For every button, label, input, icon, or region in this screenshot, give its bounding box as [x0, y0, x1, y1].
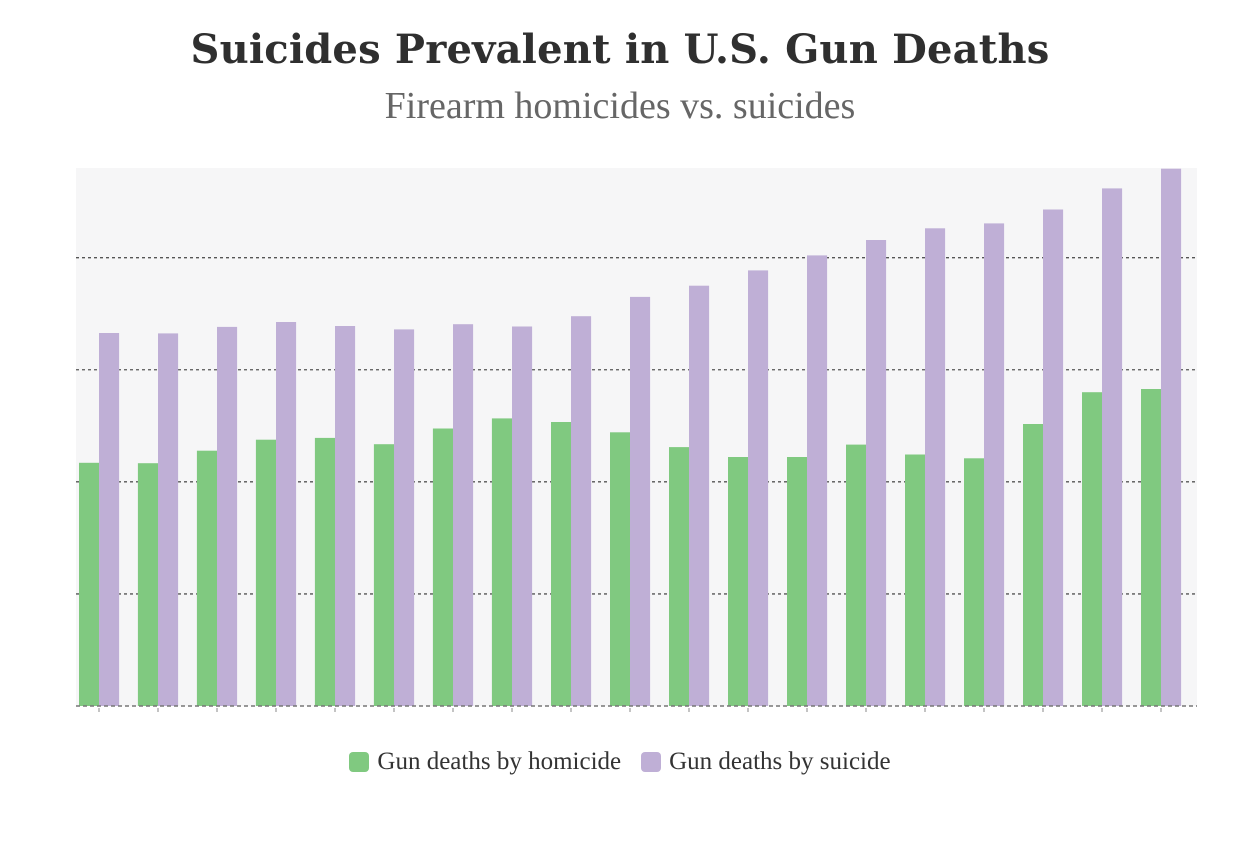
chart-subtitle: Firearm homicides vs. suicides — [384, 85, 856, 127]
bar-suicide-1[interactable] — [158, 333, 179, 706]
bar-suicide-4[interactable] — [335, 326, 356, 706]
legend-swatch-suicide — [641, 752, 662, 772]
legend-item-suicide[interactable]: Gun deaths by suicide — [641, 748, 891, 776]
bar-suicide-16[interactable] — [1043, 209, 1064, 707]
bar-suicide-13[interactable] — [866, 240, 887, 706]
legend-label-homicide: Gun deaths by homicide — [377, 748, 622, 775]
bar-suicide-6[interactable] — [453, 324, 474, 706]
bar-homicide-11[interactable] — [728, 457, 749, 706]
bar-homicide-13[interactable] — [846, 444, 867, 706]
legend-label-suicide: Gun deaths by suicide — [669, 748, 891, 775]
bar-suicide-18[interactable] — [1161, 168, 1182, 706]
bar-homicide-14[interactable] — [905, 454, 926, 707]
chart-title: Suicides Prevalent in U.S. Gun Deaths — [190, 26, 1050, 73]
bar-suicide-3[interactable] — [276, 322, 297, 706]
bar-homicide-4[interactable] — [314, 437, 335, 706]
bar-suicide-10[interactable] — [689, 285, 710, 706]
bar-suicide-5[interactable] — [394, 329, 415, 706]
x-axis-ticks — [98, 708, 1162, 712]
bar-homicide-17[interactable] — [1082, 392, 1103, 706]
bar-homicide-7[interactable] — [491, 418, 512, 706]
bar-homicide-0[interactable] — [79, 462, 100, 706]
bar-suicide-15[interactable] — [984, 223, 1005, 706]
bar-suicide-2[interactable] — [217, 326, 238, 706]
bar-suicide-14[interactable] — [925, 228, 946, 707]
bar-suicide-7[interactable] — [512, 326, 533, 707]
bar-homicide-6[interactable] — [432, 428, 453, 707]
bar-homicide-18[interactable] — [1141, 389, 1162, 706]
bar-homicide-9[interactable] — [610, 432, 631, 706]
bar-homicide-3[interactable] — [255, 439, 276, 706]
bar-homicide-16[interactable] — [1023, 424, 1044, 706]
bar-suicide-17[interactable] — [1102, 188, 1123, 706]
bar-suicide-0[interactable] — [99, 333, 120, 706]
bar-homicide-2[interactable] — [196, 450, 217, 706]
bar-homicide-1[interactable] — [137, 463, 158, 706]
bar-suicide-11[interactable] — [748, 270, 769, 706]
legend: Gun deaths by homicide Gun deaths by sui… — [0, 748, 1240, 776]
bar-suicide-8[interactable] — [571, 316, 592, 706]
bar-suicide-9[interactable] — [630, 296, 651, 706]
bar-homicide-15[interactable] — [964, 458, 985, 706]
bars — [79, 168, 1182, 707]
bar-suicide-12[interactable] — [807, 255, 828, 706]
bar-homicide-8[interactable] — [551, 422, 572, 706]
bar-homicide-12[interactable] — [787, 457, 808, 706]
legend-swatch-homicide — [349, 752, 370, 772]
legend-item-homicide[interactable]: Gun deaths by homicide — [349, 748, 621, 776]
bar-homicide-5[interactable] — [373, 444, 394, 706]
bar-homicide-10[interactable] — [669, 447, 690, 706]
